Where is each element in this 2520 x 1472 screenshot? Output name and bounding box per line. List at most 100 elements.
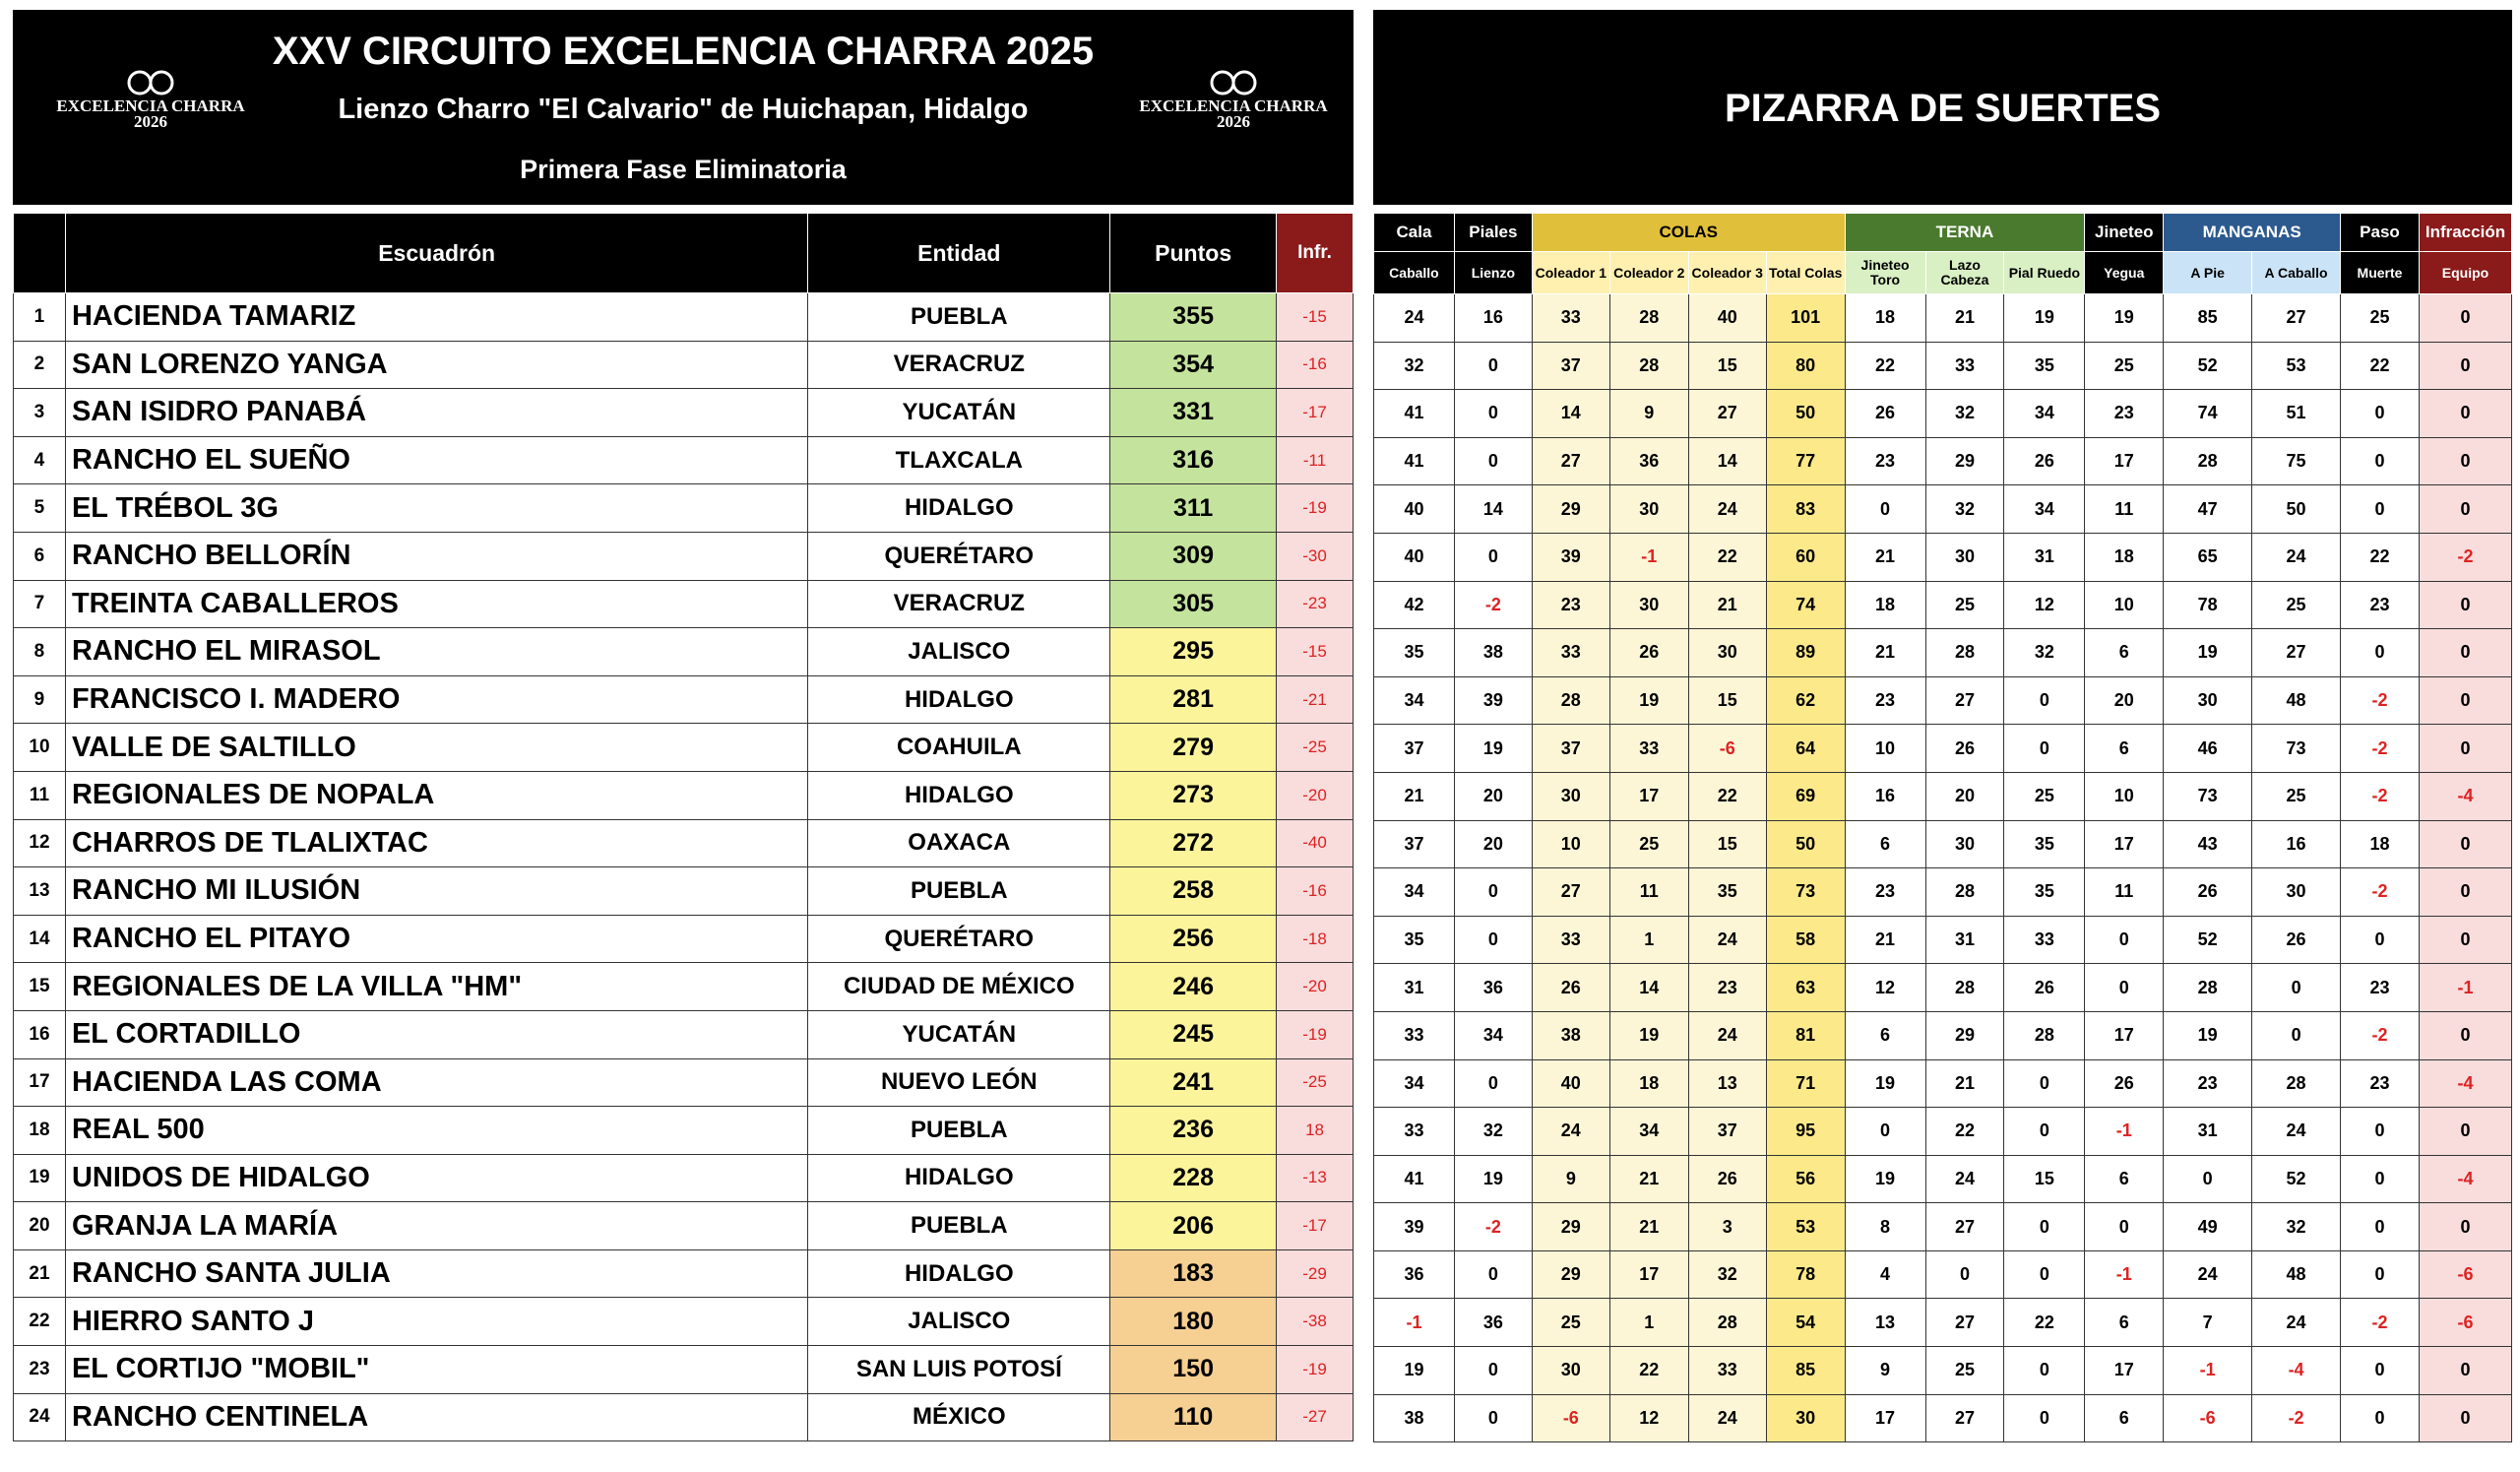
- points: 281: [1109, 674, 1278, 725]
- infraction: -38: [1276, 1297, 1354, 1347]
- row: 22 HIERRO SANTO J JALISCO 180 -38: [13, 1297, 1354, 1347]
- row: 19 0 30 22 33 85 9 25 0 17 -1 -4 0 0: [1373, 1346, 2513, 1395]
- row: 17 HACIENDA LAS COMA NUEVO LEÓN 241 -25: [13, 1057, 1354, 1108]
- score: 34: [1453, 1010, 1533, 1060]
- team: HIERRO SANTO J: [64, 1297, 809, 1347]
- score: 21: [1924, 1058, 2005, 1109]
- score: 33: [1373, 1107, 1455, 1156]
- score: 101: [1765, 293, 1846, 343]
- score: -2: [2340, 1298, 2420, 1348]
- logo-icon: [1210, 70, 1257, 96]
- points: 150: [1109, 1345, 1278, 1394]
- score: 35: [2003, 867, 2086, 917]
- score: 74: [1765, 580, 1846, 630]
- score: 37: [1531, 341, 1610, 391]
- score: 21: [1844, 628, 1926, 677]
- score: 6: [1844, 819, 1926, 869]
- score: 33: [1687, 1346, 1767, 1395]
- team: GRANJA LA MARÍA: [64, 1201, 809, 1250]
- score: 52: [2163, 915, 2253, 965]
- sub-header: Muerte: [2340, 251, 2420, 294]
- score: 30: [2163, 675, 2253, 726]
- score: 30: [1531, 771, 1610, 821]
- score: -2: [2340, 867, 2420, 917]
- sub-header: A Caballo: [2251, 251, 2342, 294]
- points: 305: [1109, 579, 1278, 629]
- score: 78: [1765, 1249, 1846, 1300]
- score: 34: [2003, 484, 2086, 534]
- row: 38 0 -6 12 24 30 17 27 0 6 -6 -2 0 0: [1373, 1393, 2513, 1443]
- score: -2: [2340, 724, 2420, 773]
- score: 23: [2340, 580, 2420, 630]
- score: 40: [1687, 293, 1767, 343]
- score: 9: [1531, 1154, 1610, 1204]
- team: RANCHO CENTINELA: [64, 1392, 809, 1442]
- score: 42: [1373, 580, 1455, 630]
- score: 22: [1687, 771, 1767, 821]
- column-header: Entidad: [807, 213, 1111, 293]
- state: JALISCO: [807, 1297, 1111, 1347]
- score: 23: [1844, 675, 1926, 726]
- score: 28: [2163, 963, 2253, 1012]
- team: SAN ISIDRO PANABÁ: [64, 388, 809, 437]
- sub-header: Coleador 1: [1531, 251, 1610, 294]
- score: 81: [1765, 1010, 1846, 1060]
- score: 0: [1453, 532, 1533, 582]
- score: 11: [1608, 867, 1689, 917]
- infraction: -27: [1276, 1392, 1354, 1442]
- score: 25: [2251, 771, 2342, 821]
- score: 29: [1531, 484, 1610, 534]
- score: 22: [2003, 1298, 2086, 1348]
- score: 0: [2340, 915, 2420, 965]
- score: 32: [1453, 1107, 1533, 1156]
- row: 8 RANCHO EL MIRASOL JALISCO 295 -15: [13, 627, 1354, 676]
- rank: 22: [13, 1297, 66, 1347]
- score: 33: [1531, 915, 1610, 965]
- row: 31 36 26 14 23 63 12 28 26 0 28 0 23 -1: [1373, 963, 2513, 1012]
- score: 1: [1608, 1298, 1689, 1348]
- logo-icon: [127, 70, 174, 96]
- score: 29: [1924, 436, 2005, 486]
- row: 15 REGIONALES DE LA VILLA "HM" CIUDAD DE M…: [13, 962, 1354, 1011]
- score: 25: [2251, 580, 2342, 630]
- score: 26: [1608, 628, 1689, 677]
- score: 22: [1608, 1346, 1689, 1395]
- title: XXV CIRCUITO EXCELENCIA CHARRA 2025: [272, 30, 1095, 73]
- points: 241: [1109, 1057, 1278, 1108]
- infraction: -23: [1276, 579, 1354, 629]
- score: 48: [2251, 1249, 2342, 1300]
- score: 25: [1608, 819, 1689, 869]
- score: 27: [1924, 1298, 2005, 1348]
- row: 40 14 29 30 24 83 0 32 34 11 47 50 0 0: [1373, 484, 2513, 534]
- score: 25: [1924, 580, 2005, 630]
- score: 0: [1453, 1393, 1533, 1443]
- score: 32: [2003, 628, 2086, 677]
- score: 0: [1844, 1107, 1926, 1156]
- score: 7: [2163, 1298, 2253, 1348]
- row: 37 19 37 33 -6 64 10 26 0 6 46 73 -2 0: [1373, 724, 2513, 773]
- score: 31: [1924, 915, 2005, 965]
- state: HIDALGO: [807, 483, 1111, 533]
- score: 26: [2084, 1058, 2165, 1109]
- row: 35 0 33 1 24 58 21 31 33 0 52 26 0 0: [1373, 915, 2513, 965]
- rank: 24: [13, 1392, 66, 1442]
- score: -1: [2084, 1107, 2165, 1156]
- score: 20: [1924, 771, 2005, 821]
- team: EL CORTIJO "MOBIL": [64, 1345, 809, 1394]
- title: PIZARRA DE SUERTES: [1724, 87, 2161, 130]
- score: 63: [1765, 963, 1846, 1012]
- score: 0: [2340, 1346, 2420, 1395]
- row: -1 36 25 1 28 54 13 27 22 6 7 24 -2 -6: [1373, 1298, 2513, 1348]
- group-header: Jineteo: [2084, 213, 2165, 252]
- rank: 20: [13, 1201, 66, 1250]
- score: 24: [1687, 915, 1767, 965]
- score: -4: [2251, 1346, 2342, 1395]
- team: REGIONALES DE LA VILLA "HM": [64, 962, 809, 1011]
- points: 236: [1109, 1106, 1278, 1155]
- score: 30: [1608, 580, 1689, 630]
- score: 22: [1687, 532, 1767, 582]
- infraction: -15: [1276, 292, 1354, 342]
- score: 6: [2084, 724, 2165, 773]
- points: 273: [1109, 770, 1278, 820]
- row: 39 -2 29 21 3 53 8 27 0 0 49 32 0 0: [1373, 1202, 2513, 1251]
